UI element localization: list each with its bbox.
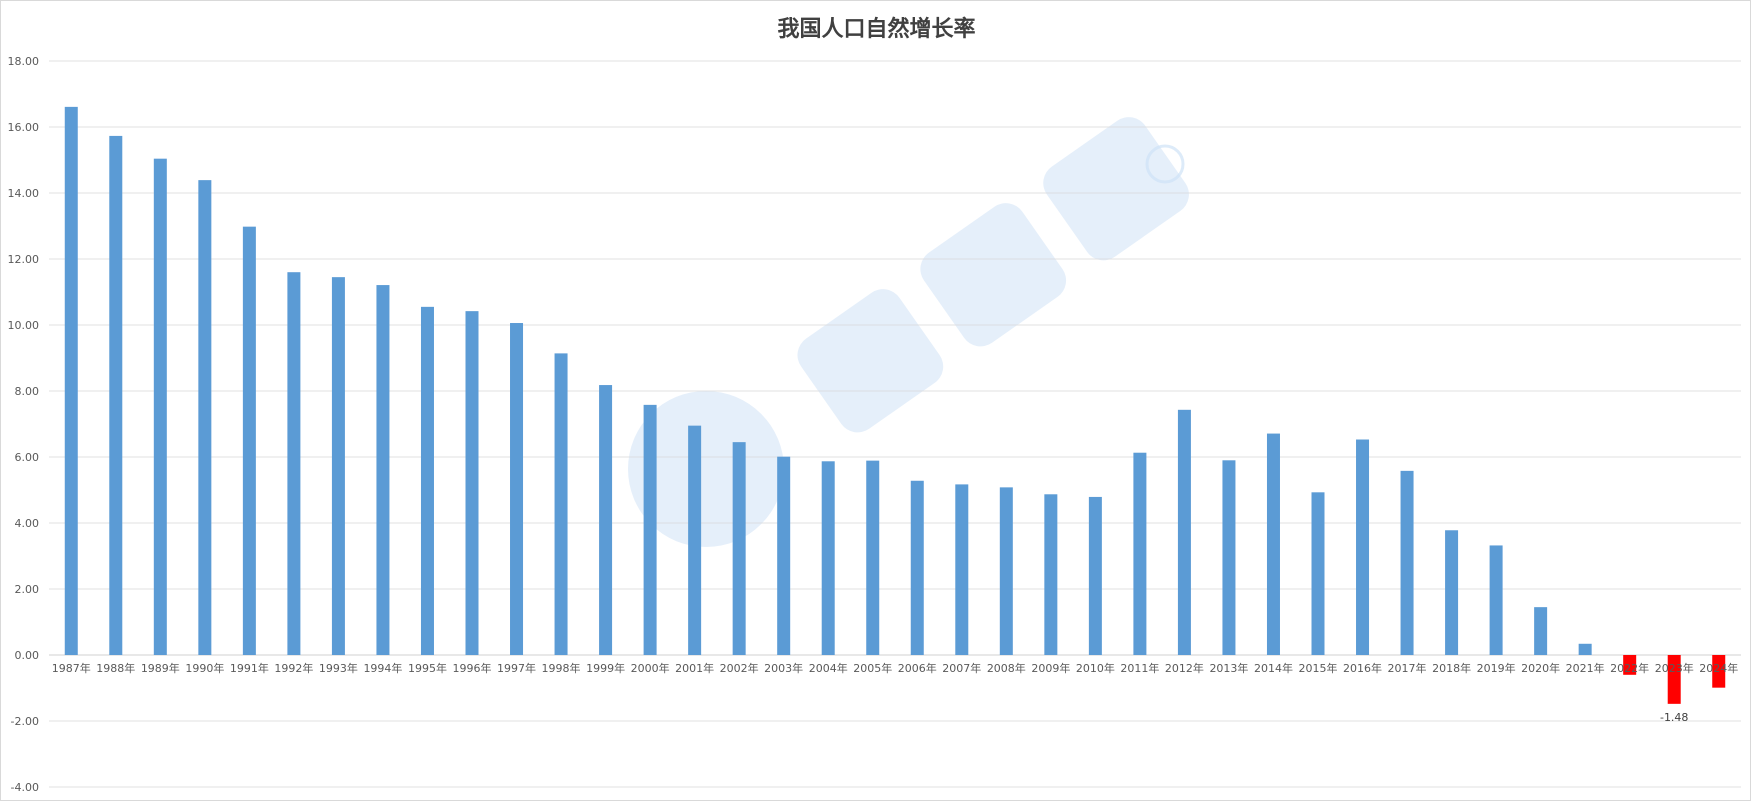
x-tick-label: 2007年 bbox=[942, 661, 981, 675]
x-tick-label: 2005年 bbox=[853, 661, 892, 675]
bar-1997年 bbox=[510, 323, 524, 655]
bar-1996年 bbox=[465, 311, 479, 655]
x-tick-label: 2016年 bbox=[1343, 661, 1382, 675]
x-tick-label: 2017年 bbox=[1388, 661, 1427, 675]
bar-2006年 bbox=[910, 480, 924, 655]
x-tick-label: 2001年 bbox=[675, 661, 714, 675]
bar-2022年 bbox=[1623, 655, 1637, 675]
y-tick-label: 18.00 bbox=[8, 55, 40, 68]
bar-2007年 bbox=[955, 484, 969, 655]
bar-2005年 bbox=[866, 460, 880, 655]
x-tick-label: 2002年 bbox=[720, 661, 759, 675]
bar-2013年 bbox=[1222, 460, 1236, 655]
chart-title: 我国人口自然增长率 bbox=[777, 17, 976, 42]
x-tick-label: 2020年 bbox=[1521, 661, 1560, 675]
x-tick-label: 1992年 bbox=[274, 661, 313, 675]
x-tick-label: 1993年 bbox=[319, 661, 358, 675]
bar-2019年 bbox=[1489, 545, 1503, 655]
x-tick-label: 2013年 bbox=[1209, 661, 1248, 675]
y-tick-label: 4.00 bbox=[15, 517, 40, 530]
bar-2018年 bbox=[1445, 530, 1459, 655]
bar-2016年 bbox=[1356, 439, 1370, 655]
bar-1988年 bbox=[109, 135, 123, 655]
bar-1995年 bbox=[420, 306, 434, 655]
x-tick-label: 1987年 bbox=[52, 661, 91, 675]
bar-1998年 bbox=[554, 353, 568, 655]
y-tick-label: -2.00 bbox=[11, 715, 39, 728]
x-tick-label: 2004年 bbox=[809, 661, 848, 675]
x-tick-label: 1995年 bbox=[408, 661, 447, 675]
bar-2001年 bbox=[688, 425, 702, 655]
bar-2008年 bbox=[999, 487, 1013, 655]
bar-2021年 bbox=[1578, 643, 1592, 655]
bar-2011年 bbox=[1133, 452, 1147, 655]
bar-2017年 bbox=[1400, 470, 1414, 655]
x-tick-label: 2019年 bbox=[1477, 661, 1516, 675]
y-tick-label: 6.00 bbox=[15, 451, 40, 464]
x-tick-label: 2024年 bbox=[1699, 661, 1738, 675]
bar-2014年 bbox=[1266, 433, 1280, 655]
x-tick-label: 2000年 bbox=[631, 661, 670, 675]
x-tick-label: 2009年 bbox=[1031, 661, 1070, 675]
bar-2010年 bbox=[1088, 496, 1102, 655]
data-label: -1.48 bbox=[1660, 711, 1688, 724]
bar-2012年 bbox=[1177, 409, 1191, 655]
x-tick-label: 1988年 bbox=[96, 661, 135, 675]
x-tick-label: 1997年 bbox=[497, 661, 536, 675]
x-tick-label: 2008年 bbox=[987, 661, 1026, 675]
y-tick-label: 0.00 bbox=[15, 649, 40, 662]
bar-2009年 bbox=[1044, 494, 1058, 655]
x-tick-label: 1999年 bbox=[586, 661, 625, 675]
bar-2002年 bbox=[732, 442, 746, 655]
y-tick-label: 12.00 bbox=[8, 253, 40, 266]
x-tick-label: 2023年 bbox=[1655, 661, 1694, 675]
y-tick-label: 14.00 bbox=[8, 187, 40, 200]
y-tick-label: 10.00 bbox=[8, 319, 40, 332]
x-tick-label: 2003年 bbox=[764, 661, 803, 675]
x-tick-label: 1996年 bbox=[453, 661, 492, 675]
bar-2023年 bbox=[1667, 655, 1681, 704]
x-tick-label: 2022年 bbox=[1610, 661, 1649, 675]
x-tick-label: 2021年 bbox=[1566, 661, 1605, 675]
bar-1992年 bbox=[287, 272, 301, 655]
bar-2015年 bbox=[1311, 492, 1325, 655]
x-tick-label: 2006年 bbox=[898, 661, 937, 675]
bar-2000年 bbox=[643, 404, 657, 655]
x-tick-label: 2011年 bbox=[1120, 661, 1159, 675]
y-tick-label: 2.00 bbox=[15, 583, 40, 596]
bar-2020年 bbox=[1534, 607, 1548, 655]
x-tick-label: 1989年 bbox=[141, 661, 180, 675]
bar-1987年 bbox=[64, 106, 78, 656]
x-tick-label: 1990年 bbox=[185, 661, 224, 675]
bar-1993年 bbox=[331, 277, 345, 655]
x-tick-label: 2010年 bbox=[1076, 661, 1115, 675]
y-tick-label: 16.00 bbox=[8, 121, 40, 134]
bar-1994年 bbox=[376, 285, 390, 655]
x-tick-label: 2018年 bbox=[1432, 661, 1471, 675]
x-tick-label: 1991年 bbox=[230, 661, 269, 675]
x-tick-label: 1994年 bbox=[363, 661, 402, 675]
bar-2024年 bbox=[1712, 655, 1726, 688]
x-tick-label: 1998年 bbox=[542, 661, 581, 675]
y-tick-label: 8.00 bbox=[15, 385, 40, 398]
bar-1989年 bbox=[153, 158, 167, 655]
x-tick-label: 2012年 bbox=[1165, 661, 1204, 675]
x-tick-label: 2015年 bbox=[1299, 661, 1338, 675]
bar-2004年 bbox=[821, 461, 835, 655]
bar-1991年 bbox=[242, 226, 256, 655]
bar-1990年 bbox=[198, 180, 212, 655]
y-tick-label: -4.00 bbox=[11, 781, 39, 794]
bar-2003年 bbox=[777, 456, 791, 655]
bar-1999年 bbox=[599, 385, 613, 655]
x-tick-label: 2014年 bbox=[1254, 661, 1293, 675]
